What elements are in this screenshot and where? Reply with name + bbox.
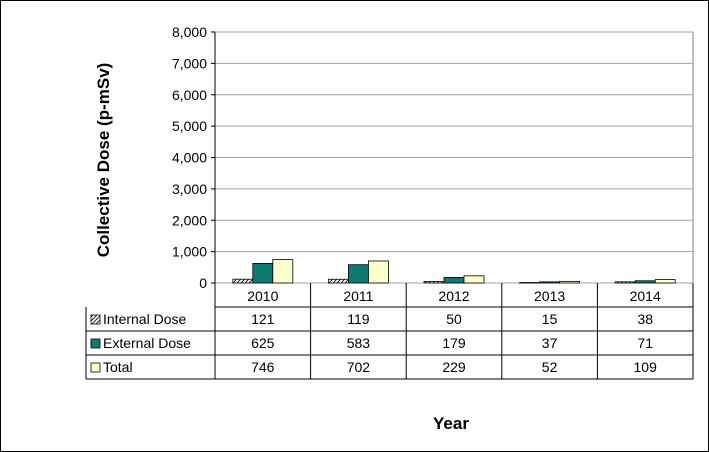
y-tick-label: 2,000 — [172, 212, 207, 228]
table-cell: 121 — [251, 311, 275, 327]
bars — [232, 259, 676, 284]
table-cell: 119 — [347, 311, 370, 327]
y-tick-label: 3,000 — [172, 181, 207, 197]
table-cell: 15 — [542, 311, 558, 327]
bar-external-dose-2012 — [443, 276, 465, 284]
bar-total-2010 — [272, 259, 294, 284]
bar-internal-dose-2010 — [232, 278, 254, 284]
table-cell: 179 — [442, 335, 466, 351]
table-row-label: Internal Dose — [103, 311, 186, 327]
table-cell: 38 — [637, 311, 653, 327]
y-tick-label: 8,000 — [172, 24, 207, 40]
bar-internal-dose-2011 — [327, 278, 349, 284]
bar-external-dose-2010 — [252, 262, 274, 284]
legend-key-internal-dose — [90, 314, 101, 325]
legend-key-external-dose — [90, 338, 101, 349]
table-cell: 229 — [442, 359, 466, 375]
table-cell: 71 — [637, 335, 653, 351]
table-cell: 109 — [634, 359, 658, 375]
x-tick-label: 2014 — [630, 288, 661, 304]
bar-external-dose-2013 — [539, 281, 560, 284]
table-row-label: External Dose — [103, 335, 191, 351]
y-axis-ticks: 0 1,000 2,000 3,000 4,000 5,000 6,000 7,000 8,00… — [172, 24, 216, 291]
y-tick-label: 7,000 — [172, 55, 207, 71]
bar-total-2014 — [654, 279, 676, 284]
table-cell: 702 — [347, 359, 371, 375]
y-tick-label: 4,000 — [172, 150, 207, 166]
table-cell: 625 — [251, 335, 275, 351]
bar-external-dose-2011 — [347, 264, 369, 284]
table-cell: 583 — [347, 335, 371, 351]
table-cell: 50 — [446, 311, 462, 327]
x-axis-label: Year — [433, 414, 469, 433]
x-tick-label: 2012 — [438, 288, 469, 304]
x-tick-label: 2013 — [534, 288, 565, 304]
x-tick-label: 2011 — [343, 288, 373, 304]
bar-internal-dose-2013 — [519, 282, 540, 284]
y-axis-label: Collective Dose (p-mSv) — [94, 63, 113, 258]
bar-internal-dose-2014 — [614, 281, 636, 284]
bar-internal-dose-2012 — [423, 281, 445, 284]
y-tick-label: 1,000 — [172, 244, 207, 260]
x-tick-label: 2010 — [247, 288, 278, 304]
y-tick-label: 5,000 — [172, 118, 207, 134]
y-tick-label: 0 — [199, 275, 207, 291]
table-row-label: Total — [103, 359, 133, 375]
gridlines — [214, 31, 694, 284]
table-cell: 37 — [542, 335, 558, 351]
bar-total-2011 — [367, 260, 389, 284]
legend-key-total — [90, 362, 101, 373]
y-tick-label: 6,000 — [172, 87, 207, 103]
table-cell: 746 — [251, 359, 275, 375]
table-cell: 52 — [542, 359, 558, 375]
bar-total-2013 — [559, 280, 580, 284]
data-table: 2010 2011 2012 2013 2014 Internal Dose 121 119 5… — [85, 283, 694, 380]
bar-external-dose-2014 — [634, 280, 656, 284]
bar-total-2012 — [463, 275, 485, 284]
